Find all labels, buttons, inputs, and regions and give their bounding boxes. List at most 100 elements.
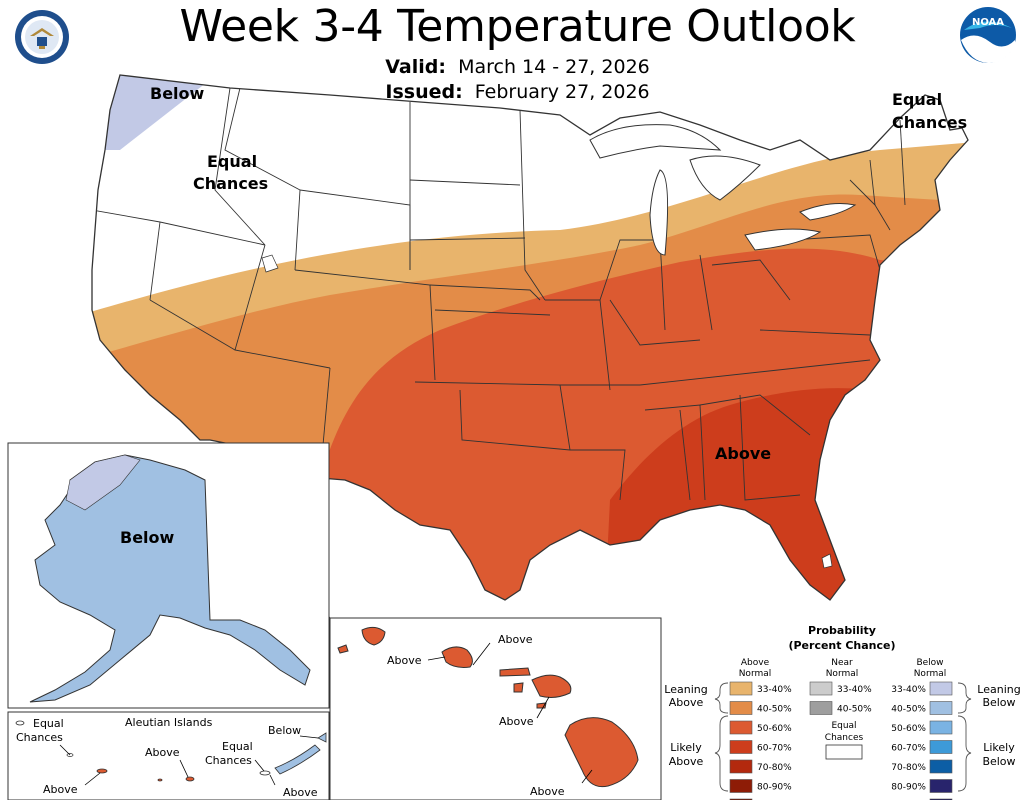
hawaii-above-4: Above <box>530 785 565 798</box>
legend-above-swatch-2 <box>729 720 753 735</box>
legend-below-rows: 33-40%40-50%50-60%60-70%70-80%80-90%90-1… <box>891 681 953 800</box>
legend-near-head-1: Near <box>831 658 853 668</box>
legend-above-swatch-0 <box>729 681 753 696</box>
legend-above-swatch-4 <box>729 759 753 774</box>
legend-below-label-2: 50-60% <box>891 724 926 734</box>
valid-dates: March 14 - 27, 2026 <box>458 56 650 78</box>
issued-line: Issued: February 27, 2026 <box>0 80 1035 104</box>
aleutian-equal-mid-1: Equal <box>222 740 253 753</box>
probability-legend: Probability (Percent Chance) Above Norma… <box>664 624 1021 800</box>
legend-leaning-below-1: Leaning <box>977 683 1020 696</box>
legend-leaning-above-1: Leaning <box>664 683 707 696</box>
great-lakes <box>589 124 857 256</box>
legend-below-swatch-0 <box>929 681 953 696</box>
label-ne-equal-1: Equal <box>892 90 942 109</box>
hawaii-inset: Above Above Above Above <box>329 617 662 800</box>
aleutian-inset: Aleutian Islands Equal Chances Above Abo… <box>7 711 330 800</box>
hawaii-above-3: Above <box>499 715 534 728</box>
legend-leaning-below-2: Below <box>982 696 1015 709</box>
island-oahu <box>441 646 473 668</box>
legend-leaning-above-2: Above <box>669 696 704 709</box>
island-kauai <box>361 626 386 646</box>
legend-above-label-5: 80-90% <box>757 783 792 793</box>
noaa-logo-icon: NOAA <box>960 7 1016 64</box>
legend-above-rows: 33-40%40-50%50-60%60-70%70-80%80-90%90-1… <box>729 681 792 800</box>
lake-okeechobee <box>821 553 833 569</box>
legend-near-rows: 33-40% 40-50% <box>809 681 872 715</box>
legend-near-label-0: 33-40% <box>837 685 872 695</box>
island-maui <box>531 674 572 698</box>
island-hawaii <box>564 717 639 788</box>
legend-below-label-0: 33-40% <box>891 685 926 695</box>
legend-below-swatch-1 <box>929 701 953 715</box>
legend-above-label-1: 40-50% <box>757 705 792 715</box>
legend-below-label-4: 70-80% <box>891 763 926 773</box>
legend-equal-2: Chances <box>825 733 864 743</box>
legend-below-swatch-3 <box>929 740 953 754</box>
legend-above-label-3: 60-70% <box>757 744 792 754</box>
legend-near-swatch-1 <box>809 701 833 715</box>
legend-above-label-0: 33-40% <box>757 685 792 695</box>
legend-below-head-1: Below <box>916 658 943 668</box>
label-nw-below: Below <box>150 84 205 103</box>
legend-near-label-1: 40-50% <box>837 705 872 715</box>
aleutian-below: Below <box>268 724 301 737</box>
legend-equal-1: Equal <box>831 721 856 731</box>
aleutian-equal-mid-2: Chances <box>205 754 252 767</box>
aleutian-title: Aleutian Islands <box>125 716 213 729</box>
alaska-inset: Below <box>7 442 331 709</box>
legend-below-head-2: Normal <box>914 669 947 679</box>
legend-below-swatch-4 <box>929 759 953 774</box>
island-kahoolawe <box>536 702 547 709</box>
issued-date: February 27, 2026 <box>474 81 650 103</box>
commerce-seal-icon <box>15 10 69 64</box>
alaska-landmass <box>29 454 311 703</box>
island-niihau <box>337 644 349 654</box>
legend-likely-above-1: Likely <box>670 741 702 754</box>
aleutian-above-left: Above <box>43 783 78 796</box>
island-molokai <box>499 667 531 677</box>
hawaii-above-1: Above <box>387 654 422 667</box>
legend-below-swatch-2 <box>929 720 953 735</box>
label-west-equal-1: Equal <box>207 152 257 171</box>
label-ne-equal-2: Chances <box>892 113 967 132</box>
island-lanai <box>513 682 524 693</box>
aleutian-above-mid: Above <box>145 746 180 759</box>
aleutian-equal-2: Chances <box>16 731 63 744</box>
legend-below-label-3: 60-70% <box>891 744 926 754</box>
legend-above-swatch-1 <box>729 701 753 715</box>
legend-near-head-2: Normal <box>826 669 859 679</box>
legend-above-head-2: Normal <box>739 669 772 679</box>
legend-above-head-1: Above <box>741 658 770 668</box>
legend-title-1: Probability <box>808 624 876 637</box>
legend-likely-above-2: Above <box>669 755 704 768</box>
aleutian-above-right: Above <box>283 786 318 799</box>
legend-below-swatch-5 <box>929 779 953 793</box>
label-se-above: Above <box>715 444 771 463</box>
map-title: Week 3-4 Temperature Outlook <box>179 1 856 52</box>
hawaii-above-2: Above <box>498 633 533 646</box>
legend-equal-swatch <box>825 744 863 760</box>
legend-title-2: (Percent Chance) <box>788 639 895 652</box>
legend-below-label-5: 80-90% <box>891 783 926 793</box>
noaa-logo-text: NOAA <box>972 17 1004 28</box>
legend-above-swatch-5 <box>729 779 753 793</box>
conus-map <box>92 75 968 600</box>
alaska-lean-below-region <box>65 454 141 511</box>
legend-below-label-1: 40-50% <box>891 705 926 715</box>
legend-above-label-2: 50-60% <box>757 724 792 734</box>
label-west-equal-2: Chances <box>193 174 268 193</box>
valid-label: Valid: <box>385 56 446 78</box>
state-borders <box>92 87 906 501</box>
aleutian-equal-1: Equal <box>33 717 64 730</box>
legend-above-label-4: 70-80% <box>757 763 792 773</box>
legend-above-swatch-3 <box>729 740 753 754</box>
legend-likely-below-2: Below <box>982 755 1015 768</box>
legend-likely-below-1: Likely <box>983 741 1015 754</box>
valid-line: Valid: March 14 - 27, 2026 <box>0 55 1035 79</box>
label-alaska-below: Below <box>120 528 175 547</box>
issued-label: Issued: <box>385 81 463 103</box>
legend-near-swatch-0 <box>809 681 833 696</box>
great-salt-lake <box>261 254 279 273</box>
